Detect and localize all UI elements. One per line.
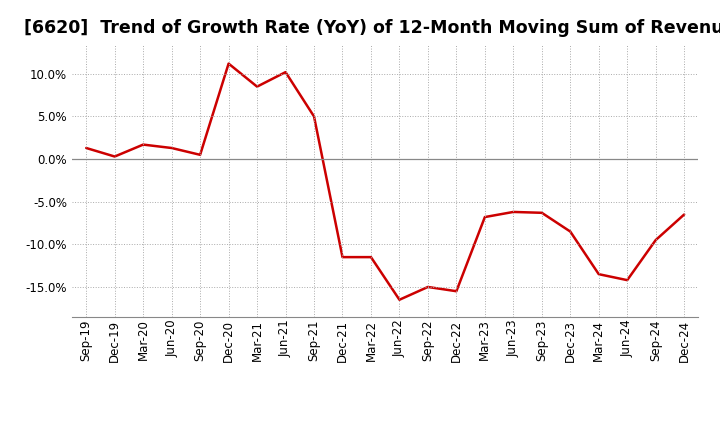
Title: [6620]  Trend of Growth Rate (YoY) of 12-Month Moving Sum of Revenues: [6620] Trend of Growth Rate (YoY) of 12-…	[24, 19, 720, 37]
